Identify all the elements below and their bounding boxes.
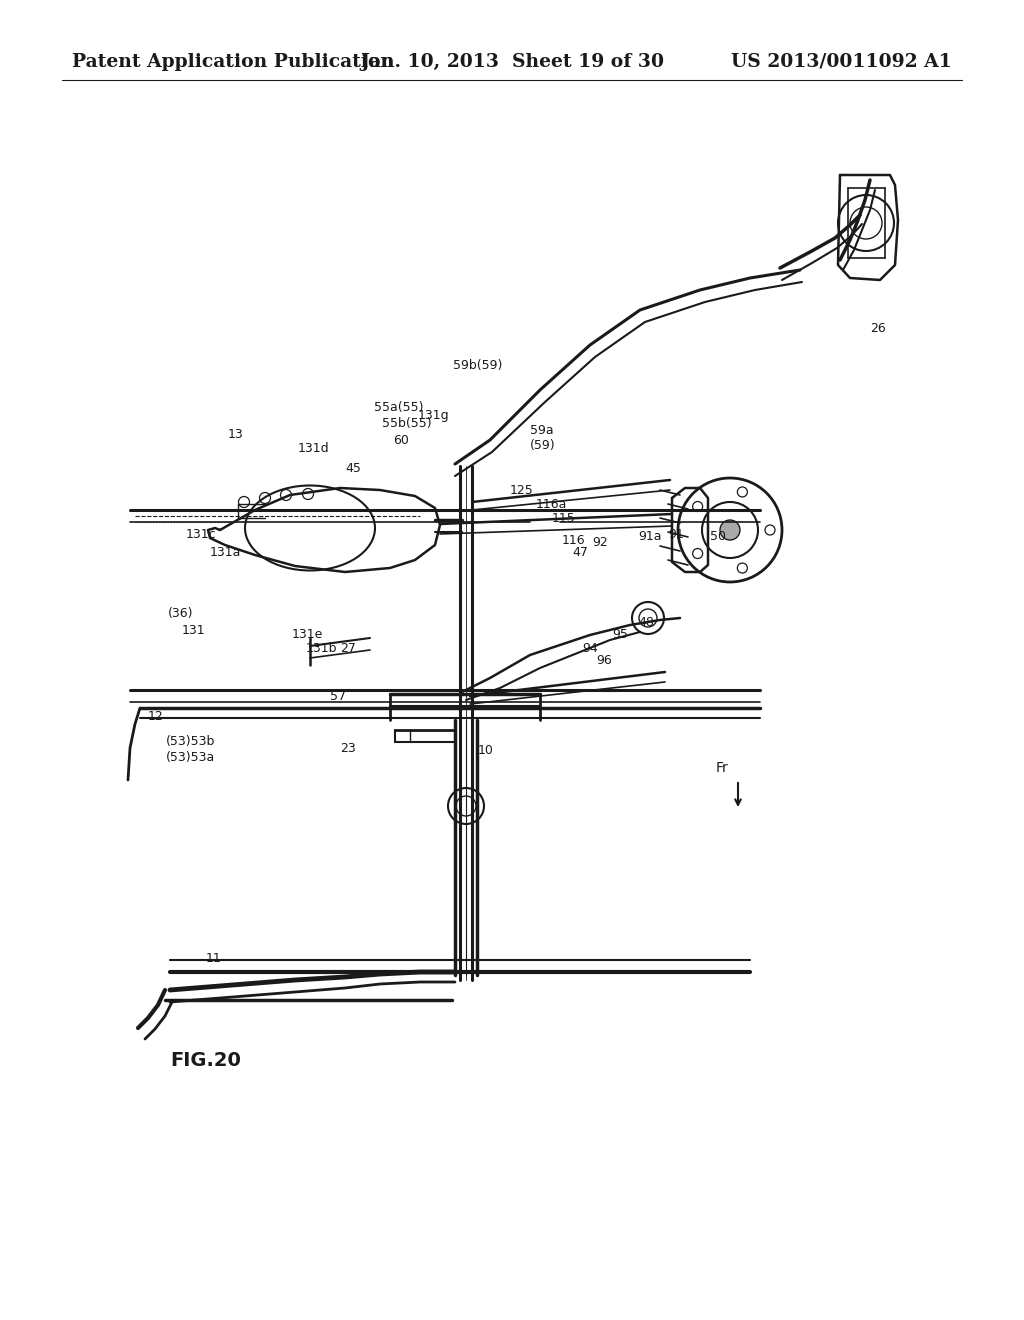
Text: 131g: 131g (418, 408, 450, 421)
Text: 27: 27 (340, 642, 356, 655)
Text: 96: 96 (596, 653, 611, 667)
Text: 131e: 131e (292, 628, 324, 642)
Text: 45: 45 (345, 462, 360, 474)
Text: 23: 23 (340, 742, 355, 755)
Text: 131c: 131c (186, 528, 217, 540)
Text: 125: 125 (510, 483, 534, 496)
Text: (53)53a: (53)53a (166, 751, 215, 764)
Text: 131a: 131a (210, 545, 242, 558)
Text: 131d: 131d (298, 441, 330, 454)
Text: 55a(55): 55a(55) (374, 401, 424, 414)
Text: 12: 12 (148, 710, 164, 722)
Text: 131b: 131b (306, 642, 338, 655)
Text: 95: 95 (612, 627, 628, 640)
Text: (59): (59) (530, 438, 556, 451)
Circle shape (720, 520, 740, 540)
Text: 115: 115 (552, 511, 575, 524)
Text: 48: 48 (638, 616, 654, 630)
Text: 91a: 91a (638, 529, 662, 543)
Text: Jan. 10, 2013  Sheet 19 of 30: Jan. 10, 2013 Sheet 19 of 30 (360, 53, 664, 71)
Text: 11: 11 (206, 952, 222, 965)
Text: Patent Application Publication: Patent Application Publication (72, 53, 394, 71)
Text: (53)53b: (53)53b (166, 735, 215, 748)
Text: 92: 92 (592, 536, 608, 549)
Text: 13: 13 (228, 429, 244, 441)
Text: 59b(59): 59b(59) (453, 359, 503, 371)
Text: 57: 57 (330, 690, 346, 704)
Text: Fr: Fr (715, 762, 728, 775)
Text: 116a: 116a (536, 498, 567, 511)
Text: FIG.20: FIG.20 (170, 1051, 241, 1069)
Text: 131: 131 (182, 623, 206, 636)
Text: 10: 10 (478, 743, 494, 756)
Text: 47: 47 (572, 546, 588, 560)
Text: 91: 91 (668, 528, 684, 540)
Text: 55b(55): 55b(55) (382, 417, 432, 430)
Text: 59a: 59a (530, 424, 554, 437)
Text: 60: 60 (393, 433, 409, 446)
Text: US 2013/0011092 A1: US 2013/0011092 A1 (731, 53, 952, 71)
Text: (36): (36) (168, 607, 194, 620)
Text: 26: 26 (870, 322, 886, 334)
Text: 94: 94 (582, 642, 598, 655)
Text: 50: 50 (710, 531, 726, 544)
Text: 116: 116 (562, 533, 586, 546)
